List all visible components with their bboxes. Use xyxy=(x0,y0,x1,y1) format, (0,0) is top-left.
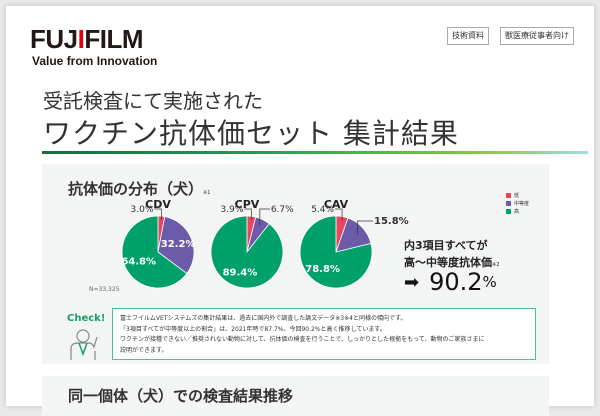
legend-item-low: 低 xyxy=(506,191,529,199)
result-number: 90.2 xyxy=(429,268,483,296)
chart-legend: 低 中等度 高 xyxy=(506,191,529,215)
legend-item-high: 高 xyxy=(506,207,529,215)
leader-line xyxy=(244,208,252,221)
data-label: 64.8% xyxy=(121,257,156,268)
tag-technical: 技術資料 xyxy=(447,27,489,45)
legend-item-mid: 中等度 xyxy=(506,199,529,207)
arrow-right-icon: ➡ xyxy=(404,271,420,293)
leader-line xyxy=(357,220,373,235)
summary-line: 高〜中等度抗体価 xyxy=(404,256,492,269)
pie-title: CPV xyxy=(235,198,260,211)
note-ref: ※1 xyxy=(203,190,211,196)
page-title: ワクチン抗体価セット 集計結果 xyxy=(43,117,459,150)
legend-label: 高 xyxy=(514,208,520,215)
data-label: 15.8% xyxy=(374,216,409,227)
data-label: 3.9% xyxy=(221,205,244,215)
result-unit: % xyxy=(482,273,497,291)
pie-slice-mid xyxy=(157,216,195,275)
leader-line xyxy=(259,208,270,226)
pie-title: CAV xyxy=(324,198,349,211)
heading-text: 抗体価の分布（犬） xyxy=(68,180,204,198)
check-line: 説明ができます。 xyxy=(120,346,168,354)
legend-label: 中等度 xyxy=(514,200,530,207)
tag-audience: 獣医療従事者向け xyxy=(500,27,574,45)
pie-slice-high xyxy=(121,215,188,289)
check-message: 富士フイルムVETシステムズの集計結果は、過去に国内外で調査した論文データ※3※… xyxy=(112,308,536,360)
legend-label: 低 xyxy=(514,192,520,199)
section2-heading: 同一個体（犬）での検査結果推移 xyxy=(68,387,294,405)
data-label: 3.0% xyxy=(131,205,154,215)
check-line: ワクチンが接種できない／推奨されない動物に対して、抗体価の検査を行うことで、しっ… xyxy=(120,336,485,343)
pie-slice-high xyxy=(210,215,284,289)
pie-slice-high xyxy=(299,215,373,289)
gradient-divider xyxy=(42,151,588,154)
check-line: 富士フイルムVETシステムズの集計結果は、過去に国内外で調査した論文データ※3※… xyxy=(120,315,407,322)
page-subtitle: 受託検査にて実施された xyxy=(43,89,263,113)
person-icon xyxy=(70,329,98,360)
check-label: Check! xyxy=(67,313,106,324)
pie-title: CDV xyxy=(145,198,171,211)
data-label: 6.7% xyxy=(271,205,294,215)
note-ref: ※2 xyxy=(492,262,500,268)
tagline: Value from Innovation xyxy=(32,54,158,68)
leader-line xyxy=(335,208,343,221)
data-label: 5.4% xyxy=(311,205,334,215)
section-heading: 抗体価の分布（犬）※1 xyxy=(68,178,210,199)
sample-size: N=33,325 xyxy=(89,286,120,293)
summary-line: 内3項目すべてが xyxy=(404,239,488,252)
summary-text: 内3項目すべてが 高〜中等度抗体価※2 xyxy=(404,237,499,274)
data-label: 78.8% xyxy=(305,264,340,275)
check-line: 「3項目すべてが中等度以上の割合」は、2021年時で87.7%、今回90.2%と… xyxy=(120,325,386,333)
result-value: ➡ 90.2% xyxy=(404,268,497,296)
data-label: 32.2% xyxy=(161,239,196,250)
leader-line xyxy=(154,208,162,221)
data-label: 89.4% xyxy=(223,267,258,278)
fujifilm-logo: FUJIFILM xyxy=(30,24,144,54)
